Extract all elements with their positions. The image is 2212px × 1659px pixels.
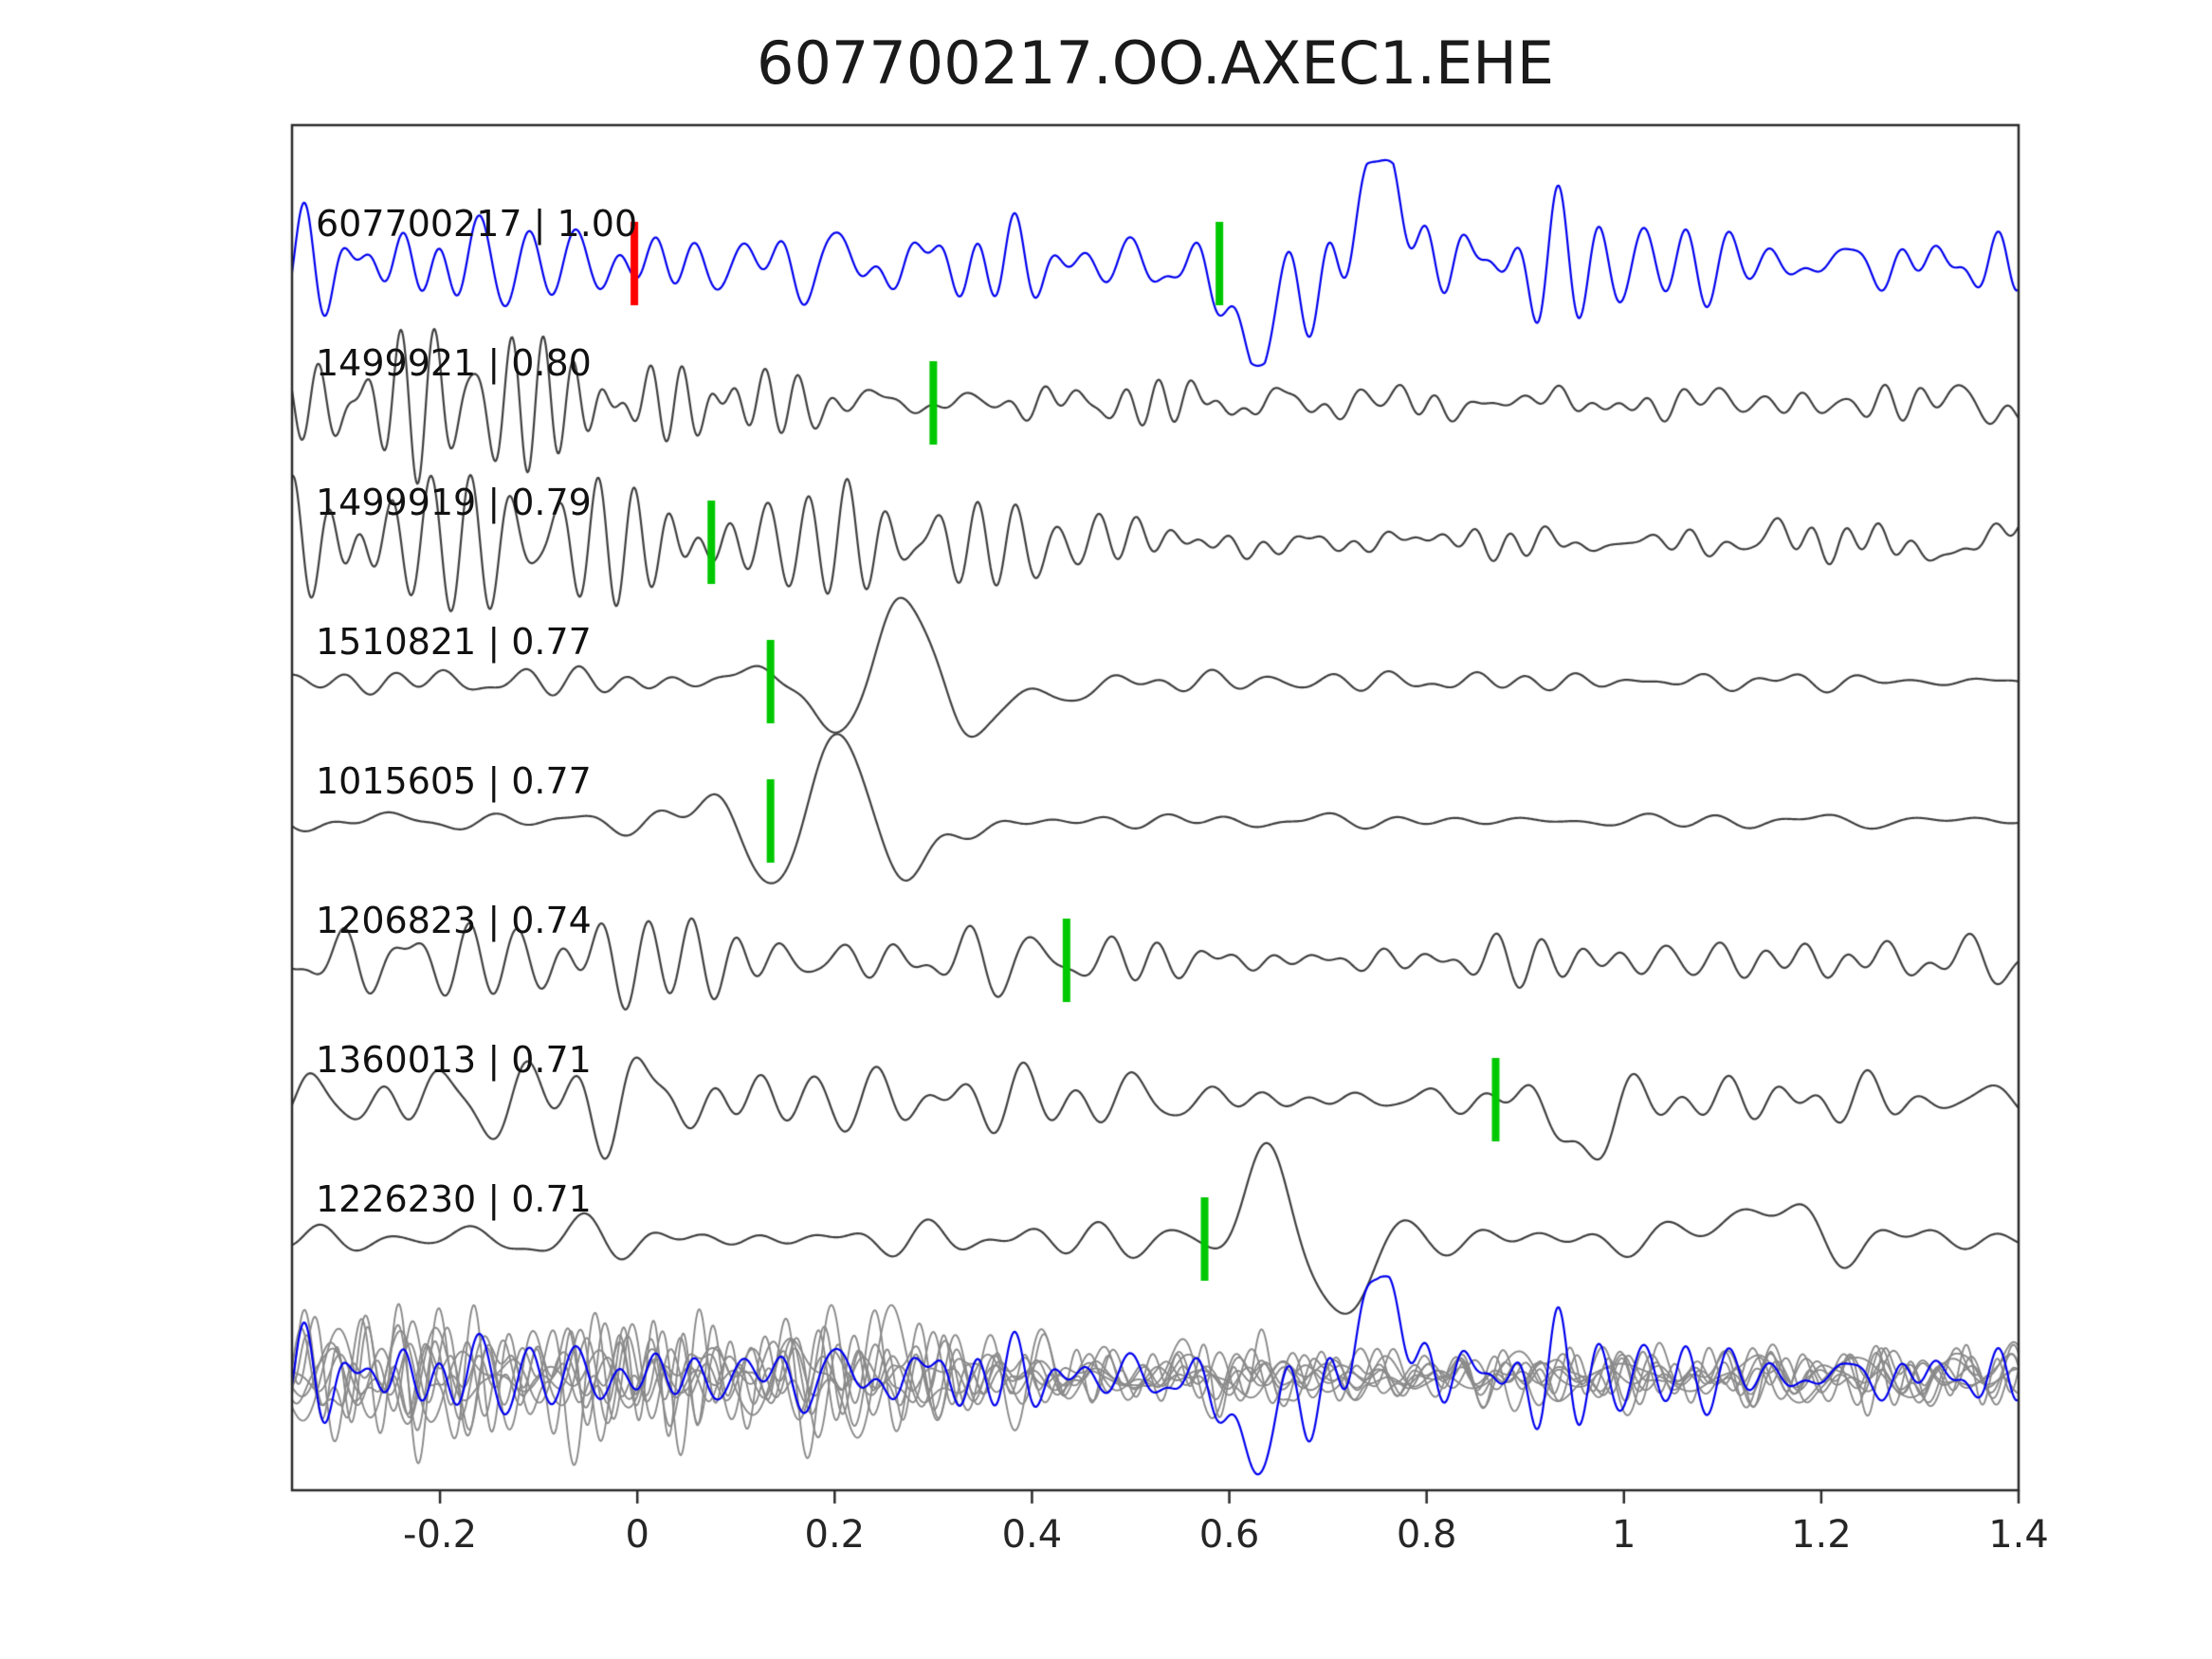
plot-title: 607700217.OO.AXEC1.EHE (757, 28, 1554, 98)
